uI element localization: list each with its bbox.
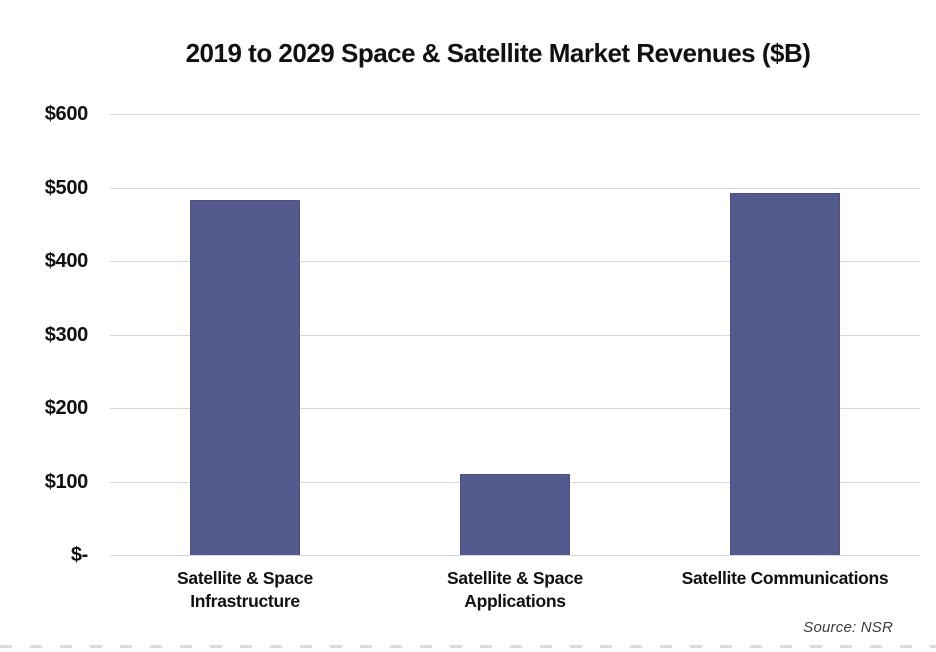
y-axis-tick-label: $300 bbox=[44, 323, 89, 346]
y-axis-tick-label: $100 bbox=[44, 470, 89, 493]
y-axis-tick-label: $600 bbox=[44, 103, 89, 125]
x-axis-category-label-line: Satellite & Space bbox=[177, 568, 313, 588]
y-axis-tick-label: $500 bbox=[44, 176, 89, 199]
gridline bbox=[110, 408, 920, 409]
gridline bbox=[110, 187, 920, 189]
gridline bbox=[110, 334, 920, 336]
x-axis-category-label: Satellite & Space Infrastructure bbox=[110, 567, 380, 613]
y-axis-tick-label: $- bbox=[70, 544, 88, 566]
bar bbox=[460, 474, 570, 555]
bar bbox=[190, 200, 300, 555]
gridline bbox=[110, 114, 920, 115]
source-note: Source: NSR bbox=[803, 619, 893, 636]
x-axis-category-label-line: Infrastructure bbox=[190, 591, 300, 611]
y-axis-tick-label: $200 bbox=[44, 397, 89, 419]
plot-area bbox=[110, 114, 920, 556]
gridline bbox=[110, 261, 920, 262]
x-axis-category-label: Satellite & Space Applications bbox=[380, 567, 650, 613]
x-axis-category-label-line: Satellite Communications bbox=[681, 568, 889, 588]
x-axis-category-label-line: Satellite & Space bbox=[447, 568, 583, 588]
y-axis-tick-label: $400 bbox=[44, 250, 89, 272]
x-axis-category-label: Satellite Communications bbox=[650, 567, 920, 590]
chart-title: 2019 to 2029 Space & Satellite Market Re… bbox=[185, 38, 811, 68]
x-axis-category-label-line: Applications bbox=[464, 591, 566, 611]
gridline bbox=[110, 555, 920, 556]
bar bbox=[730, 192, 840, 555]
bottom-dashed-line bbox=[0, 645, 936, 648]
